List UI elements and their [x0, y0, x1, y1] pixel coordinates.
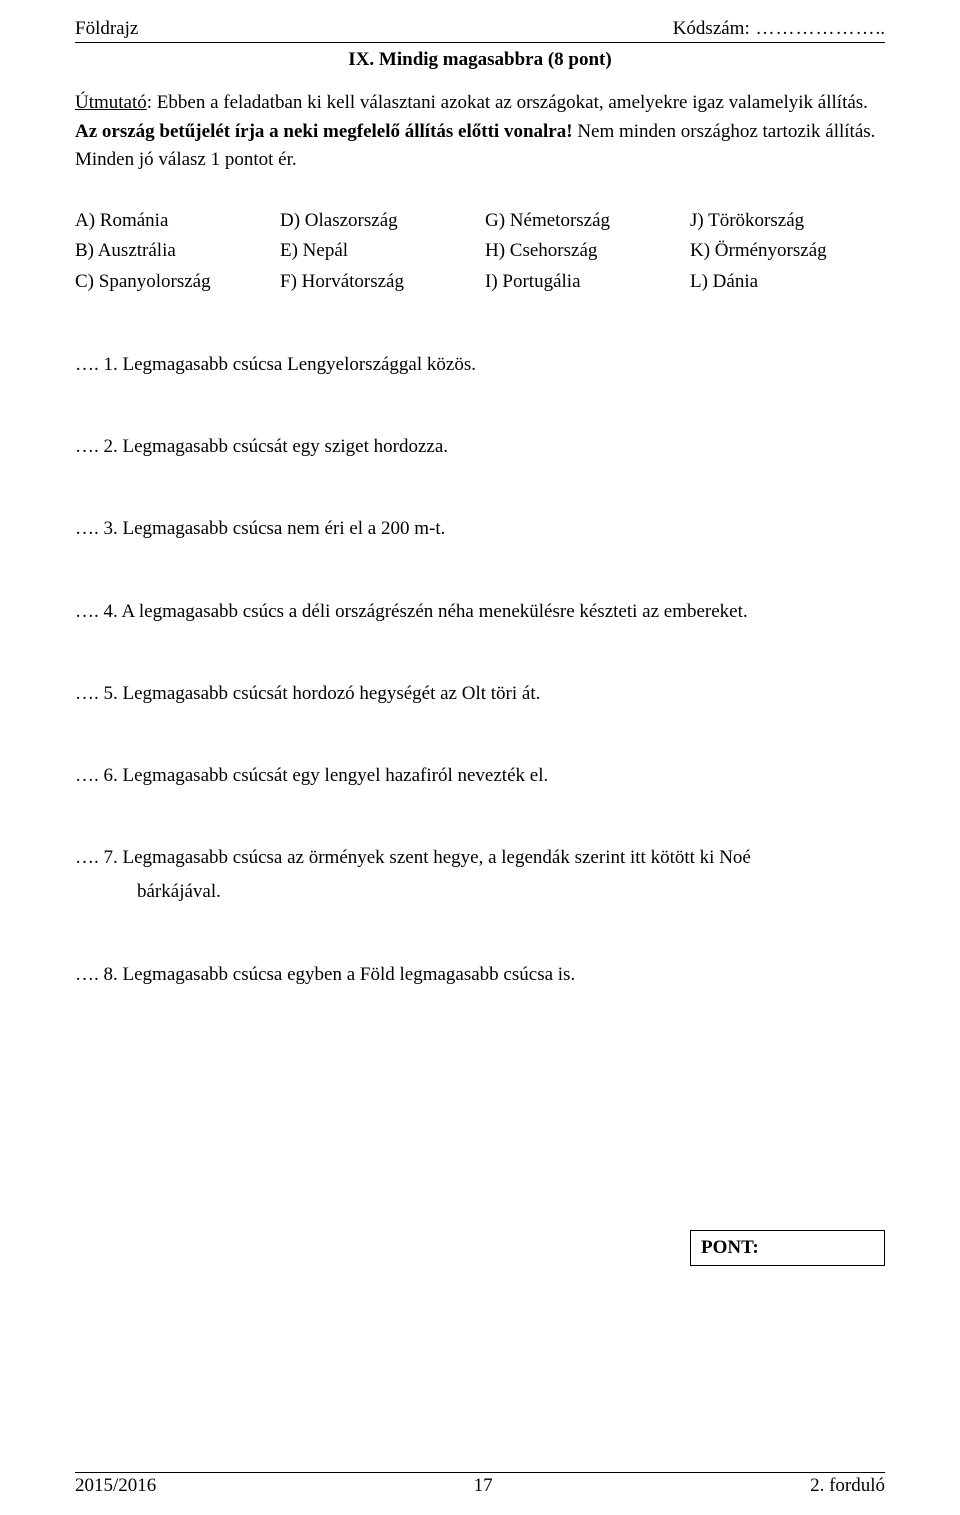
- option-cell: K) Örményország: [690, 237, 885, 266]
- header-code-tail: ..: [876, 18, 886, 39]
- option-cell: C) Spanyolország: [75, 268, 270, 297]
- question-item: …. 5. Legmagasabb csúcsát hordozó hegysé…: [75, 677, 885, 711]
- instructions-text-1: : Ebben a feladatban ki kell választani …: [147, 92, 868, 113]
- instructions-bold: Az ország betűjelét írja a neki megfelel…: [75, 121, 573, 142]
- header-code-label: Kódszám:: [673, 18, 750, 39]
- question-blank[interactable]: …. 1.: [75, 354, 123, 375]
- footer-page-number: 17: [474, 1475, 493, 1497]
- question-text: Legmagasabb csúcsát egy lengyel hazafiró…: [123, 765, 549, 786]
- option-cell: E) Nepál: [280, 237, 475, 266]
- footer-round: 2. forduló: [810, 1475, 885, 1497]
- question-text: Legmagasabb csúcsát hordozó hegységét az…: [123, 683, 541, 704]
- question-text: Legmagasabb csúcsát egy sziget hordozza.: [123, 436, 449, 457]
- option-cell: D) Olaszország: [280, 207, 475, 236]
- question-blank[interactable]: …. 3.: [75, 518, 123, 539]
- exercise-title: IX. Mindig magasabbra (8 pont): [75, 49, 885, 71]
- question-item: …. 1. Legmagasabb csúcsa Lengyelországga…: [75, 348, 885, 382]
- question-text: Legmagasabb csúcsa nem éri el a 200 m-t.: [123, 518, 446, 539]
- question-blank[interactable]: …. 2.: [75, 436, 123, 457]
- header-subject: Földrajz: [75, 18, 138, 40]
- answer-options-grid: A) Románia D) Olaszország G) Németország…: [75, 207, 885, 297]
- score-box: PONT:: [690, 1230, 885, 1266]
- option-cell: L) Dánia: [690, 268, 885, 297]
- question-text: Legmagasabb csúcsa egyben a Föld legmaga…: [123, 964, 576, 985]
- page-content: Földrajz Kódszám: ……………….. IX. Mindig ma…: [0, 0, 960, 992]
- question-item: …. 7. Legmagasabb csúcsa az örmények sze…: [75, 841, 885, 909]
- option-cell: J) Törökország: [690, 207, 885, 236]
- option-cell: A) Románia: [75, 207, 270, 236]
- footer-year: 2015/2016: [75, 1475, 156, 1497]
- question-text: Legmagasabb csúcsa az örmények szent heg…: [123, 847, 751, 868]
- page-header: Földrajz Kódszám: ………………..: [75, 18, 885, 43]
- question-item: …. 3. Legmagasabb csúcsa nem éri el a 20…: [75, 512, 885, 546]
- question-text-cont: bárkájával.: [75, 875, 885, 909]
- question-blank[interactable]: …. 6.: [75, 765, 123, 786]
- instructions: Útmutató: Ebben a feladatban ki kell vál…: [75, 89, 885, 175]
- option-cell: B) Ausztrália: [75, 237, 270, 266]
- instructions-label: Útmutató: [75, 92, 147, 113]
- option-cell: I) Portugália: [485, 268, 680, 297]
- question-blank[interactable]: …. 7.: [75, 847, 123, 868]
- page-footer: 2015/2016 17 2. forduló: [75, 1472, 885, 1497]
- option-cell: F) Horvátország: [280, 268, 475, 297]
- header-code-dots: ………………: [750, 18, 876, 39]
- option-cell: G) Németország: [485, 207, 680, 236]
- question-item: …. 6. Legmagasabb csúcsát egy lengyel ha…: [75, 759, 885, 793]
- score-label: PONT:: [701, 1237, 759, 1258]
- question-item: …. 2. Legmagasabb csúcsát egy sziget hor…: [75, 430, 885, 464]
- question-blank[interactable]: …. 5.: [75, 683, 123, 704]
- header-code: Kódszám: ………………..: [673, 18, 885, 40]
- question-blank[interactable]: …. 4.: [75, 601, 121, 622]
- question-text: Legmagasabb csúcsa Lengyelországgal közö…: [123, 354, 476, 375]
- option-cell: H) Csehország: [485, 237, 680, 266]
- question-item: …. 4. A legmagasabb csúcs a déli országr…: [75, 595, 885, 629]
- question-blank[interactable]: …. 8.: [75, 964, 123, 985]
- question-item: …. 8. Legmagasabb csúcsa egyben a Föld l…: [75, 958, 885, 992]
- question-text: A legmagasabb csúcs a déli országrészén …: [121, 601, 747, 622]
- questions-list: …. 1. Legmagasabb csúcsa Lengyelországga…: [75, 348, 885, 992]
